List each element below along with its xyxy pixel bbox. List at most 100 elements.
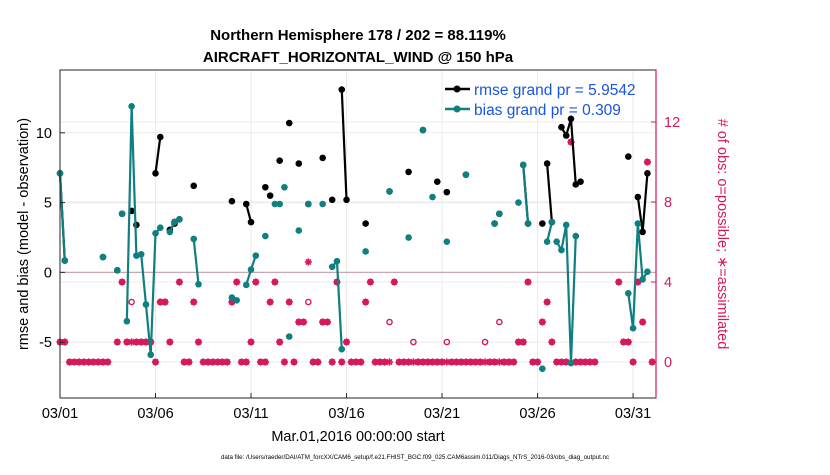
obs-assimilated-point-67 <box>381 358 389 366</box>
bias-point-2-0 <box>114 266 121 274</box>
obs-assimilated-point-103 <box>553 358 561 366</box>
bias-point-31-0 <box>625 290 632 297</box>
obs-assimilated-point-82 <box>452 358 460 366</box>
obs-assimilated-point-114 <box>624 338 632 346</box>
obs-assimilated-point-42 <box>261 358 269 366</box>
bias-point-13-0 <box>295 227 303 234</box>
obs-assimilated-point-70 <box>395 358 403 366</box>
bias-point-29-0 <box>543 238 551 245</box>
obs-possible-point-73 <box>410 338 417 346</box>
obs-assimilated-point-68 <box>385 358 394 366</box>
obs-assimilated-point-54 <box>319 318 327 326</box>
bias-point-16-1 <box>333 257 341 265</box>
rmse-point-34-0 <box>634 193 642 201</box>
bias-line-6 <box>192 238 200 285</box>
bias-point-4-4 <box>142 301 150 308</box>
obs-possible-point-91 <box>496 318 503 326</box>
rmse-point-34-2 <box>644 169 651 177</box>
bias-point-5-0 <box>166 228 174 236</box>
obs-assimilated-point-59 <box>342 338 351 346</box>
obs-assimilated-point-105 <box>562 358 570 366</box>
rmse-point-20-0 <box>362 220 369 227</box>
legend: rmse grand pr = 5.9542 bias grand pr = 0… <box>445 82 636 119</box>
bias-point-6-1 <box>195 280 202 288</box>
obs-assimilated-point-20 <box>156 298 164 306</box>
obs-assimilated-point-117 <box>639 318 647 326</box>
bias-line-0 <box>58 173 66 261</box>
x-tick-label-6: 03/31 <box>615 406 651 422</box>
rmse-point-25-0 <box>443 188 451 196</box>
y-tick-label-3: 10 <box>36 126 52 142</box>
rmse-point-9-0 <box>228 197 236 205</box>
bias-point-17-0 <box>362 248 369 255</box>
bias-point-11-0 <box>281 183 288 191</box>
obs-assimilated-point-48 <box>290 358 298 366</box>
obs-possible-point-51 <box>305 298 312 306</box>
obs-assimilated-point-45 <box>276 338 284 346</box>
rmse-line-19 <box>340 89 348 200</box>
obs-assimilated-point-7 <box>89 358 98 366</box>
bias-point-3-0 <box>118 210 126 218</box>
obs-assimilated-point-27 <box>190 298 198 306</box>
x-axis-label: Mar.01,2016 00:00:00 start <box>271 429 444 445</box>
x-axis-ticks: 03/01 03/06 03/11 03/16 03/21 03/26 03/31 <box>42 393 651 422</box>
bias-point-9-0 <box>262 232 269 240</box>
x-tick-label-0: 03/01 <box>42 406 78 422</box>
obs-assimilated-point-91 <box>495 358 503 366</box>
rmse-point-6-1 <box>156 133 164 141</box>
bias-point-30-0 <box>553 238 560 245</box>
obs-assimilated-point-85 <box>467 358 475 366</box>
footer-datafile: data file: /Users/raeder/DAI/ATM_forcXX/… <box>221 454 609 461</box>
obs-assimilated-point-51 <box>304 258 312 266</box>
obs-assimilated-point-13 <box>123 338 131 346</box>
bias-point-29-1 <box>548 218 556 226</box>
obs-assimilated-point-24 <box>175 278 183 286</box>
obs-assimilated-point-53 <box>314 358 322 366</box>
rmse-point-11-0 <box>262 183 269 191</box>
obs-assimilated-point-78 <box>433 358 441 366</box>
bias-line-4 <box>125 105 162 356</box>
x-tick-label-5: 03/26 <box>519 406 555 422</box>
legend-marker-bias <box>453 105 461 113</box>
rmse-point-32-2 <box>567 115 575 123</box>
bias-point-27-1 <box>524 220 532 227</box>
obs-assimilated-point-39 <box>247 338 255 346</box>
y-tick-label-2: 5 <box>44 196 52 212</box>
obs-assimilated-point-35 <box>228 298 236 306</box>
bias-point-28-0 <box>539 365 546 372</box>
bias-point-15-0 <box>319 200 326 208</box>
obs-assimilated-point-44 <box>271 278 279 286</box>
obs-assimilated-point-87 <box>476 358 484 366</box>
obs-assimilated-point-79 <box>438 358 446 366</box>
bias-point-0-1 <box>61 257 69 264</box>
obs-assimilated-point-25 <box>180 358 188 366</box>
rmse-point-33-0 <box>625 153 632 160</box>
obs-assimilated-point-109 <box>581 358 589 366</box>
bias-point-8-0 <box>242 281 250 289</box>
bias-point-30-4 <box>572 232 580 240</box>
x-tick-label-2: 03/11 <box>233 406 268 422</box>
legend-label-bias: bias grand pr = 0.309 <box>474 102 621 119</box>
obs-assimilated-point-32 <box>213 358 222 366</box>
obs-assimilated-series <box>56 138 656 366</box>
obs-assimilated-point-77 <box>428 358 437 366</box>
legend-marker-rmse <box>453 85 461 93</box>
obs-assimilated-point-6 <box>85 358 93 366</box>
rmse-point-10-0 <box>242 200 250 208</box>
rmse-point-32-1 <box>562 132 570 139</box>
obs-assimilated-point-72 <box>405 358 413 366</box>
obs-assimilated-point-88 <box>481 358 489 366</box>
rmse-point-32-4 <box>577 178 584 185</box>
obs-assimilated-point-98 <box>529 358 537 366</box>
obs-assimilated-point-26 <box>185 358 193 366</box>
chart-title-line2: AIRCRAFT_HORIZONTAL_WIND @ 150 hPa <box>203 49 514 66</box>
obs-assimilated-point-118 <box>643 158 652 166</box>
obs-assimilated-point-100 <box>538 318 546 326</box>
obs-possible-point-14 <box>128 298 135 306</box>
obs-assimilated-point-46 <box>280 358 289 366</box>
bias-point-16-2 <box>338 345 346 353</box>
rmse-point-19-1 <box>343 196 350 204</box>
y-axis-label-right: # of obs: o=possible; ∗=assimilated <box>714 119 730 350</box>
